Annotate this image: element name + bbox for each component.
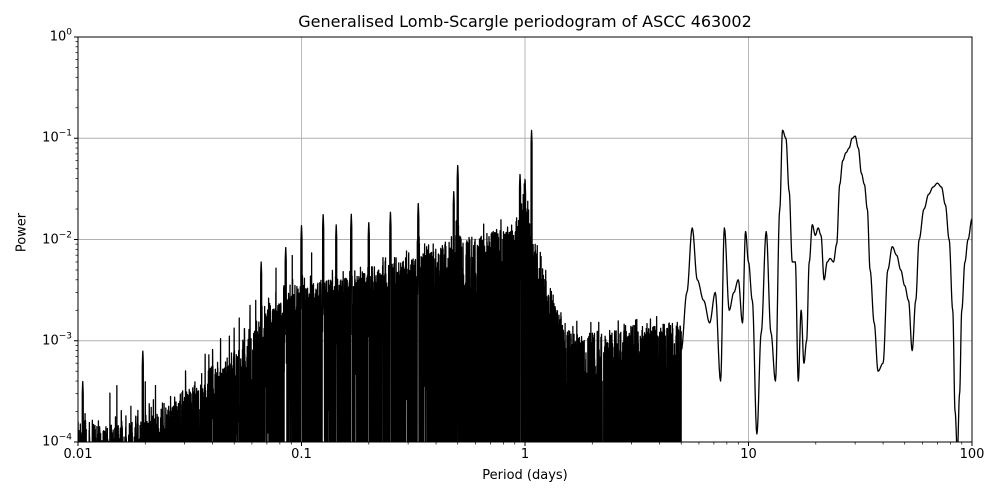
y-tick-label-1e-2: 10−2 <box>42 230 72 248</box>
x-tick-label-1: 1 <box>520 447 530 462</box>
y-tick-label-1e-4: 10−4 <box>42 432 72 450</box>
y-tick-label-1e-3: 10−3 <box>42 331 72 349</box>
y-tick-label-1e-1: 10−1 <box>42 128 72 146</box>
periodogram-line <box>78 129 972 442</box>
x-tick-label-0.1: 0.1 <box>291 447 312 462</box>
x-tick-label-100: 100 <box>959 447 985 462</box>
chart-title: Generalised Lomb-Scargle periodogram of … <box>298 12 752 31</box>
x-tick-label-0.01: 0.01 <box>63 447 93 462</box>
x-tick-label-10: 10 <box>740 447 757 462</box>
y-axis-label: Power <box>14 212 30 253</box>
y-tick-label-1e0: 100 <box>49 27 72 45</box>
x-axis-label: Period (days) <box>482 468 568 483</box>
